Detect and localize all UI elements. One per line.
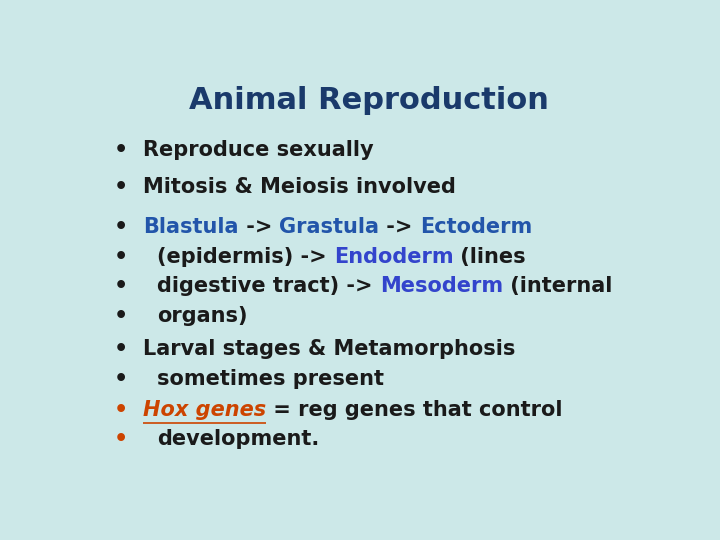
Text: •: • [114,177,128,197]
Text: organs): organs) [157,306,248,326]
Text: ->: -> [238,217,279,237]
Text: •: • [114,276,128,296]
Text: (internal: (internal [503,276,612,296]
Text: = reg genes that control: = reg genes that control [266,400,562,420]
Text: •: • [114,369,128,389]
Text: Endoderm: Endoderm [334,246,454,267]
Text: Ectoderm: Ectoderm [420,217,532,237]
Text: digestive tract) ->: digestive tract) -> [157,276,379,296]
Text: •: • [114,140,128,160]
Text: •: • [114,306,128,326]
Text: Blastula: Blastula [143,217,238,237]
Text: ->: -> [379,217,420,237]
Text: •: • [114,339,128,359]
Text: Reproduce sexually: Reproduce sexually [143,140,374,160]
Text: sometimes present: sometimes present [157,369,384,389]
Text: •: • [114,400,128,420]
Text: (lines: (lines [454,246,526,267]
Text: development.: development. [157,429,319,449]
Text: •: • [114,429,128,449]
Text: •: • [114,246,128,267]
Text: Animal Reproduction: Animal Reproduction [189,85,549,114]
Text: Grastula: Grastula [279,217,379,237]
Text: (epidermis) ->: (epidermis) -> [157,246,334,267]
Text: Mesoderm: Mesoderm [379,276,503,296]
Text: Mitosis & Meiosis involved: Mitosis & Meiosis involved [143,177,456,197]
Text: •: • [114,217,128,237]
Text: Larval stages & Metamorphosis: Larval stages & Metamorphosis [143,339,516,359]
Text: Hox genes: Hox genes [143,400,266,420]
